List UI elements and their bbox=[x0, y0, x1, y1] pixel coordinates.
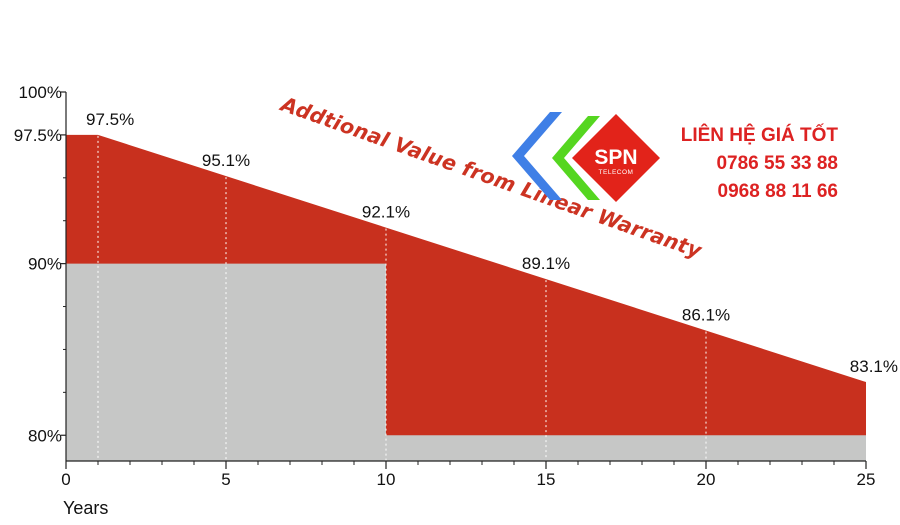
data-label-3: 89.1% bbox=[522, 254, 570, 273]
x-tick-label-3: 15 bbox=[537, 470, 556, 489]
data-label-0: 97.5% bbox=[86, 110, 134, 129]
logo-brand-text: SPN bbox=[594, 146, 637, 169]
spn-telecom-logo: SPN TELECOM bbox=[512, 112, 660, 202]
contact-block: LIÊN HỆ GIÁ TỐT 0786 55 33 88 0968 88 11… bbox=[681, 122, 838, 206]
y-tick-label-1: 97.5% bbox=[14, 126, 62, 145]
chart-axes bbox=[61, 91, 867, 469]
chart-data-labels: 97.5% 95.1% 92.1% 89.1% 86.1% 83.1% bbox=[86, 110, 898, 376]
x-tick-label-4: 20 bbox=[697, 470, 716, 489]
chart-tick-labels: 100% 97.5% 90% 80% 0 5 10 15 20 25 bbox=[14, 83, 876, 489]
x-tick-label-2: 10 bbox=[377, 470, 396, 489]
chart-guides bbox=[97, 135, 707, 461]
data-label-5: 83.1% bbox=[850, 357, 898, 376]
step-warranty-area-1 bbox=[386, 435, 866, 461]
x-tick-label-5: 25 bbox=[857, 470, 876, 489]
y-tick-label-3: 80% bbox=[28, 426, 62, 445]
y-tick-label-0: 100% bbox=[19, 83, 62, 102]
y-tick-label-2: 90% bbox=[28, 255, 62, 274]
logo-red-diamond bbox=[572, 114, 660, 202]
data-label-2: 92.1% bbox=[362, 203, 410, 222]
x-tick-label-1: 5 bbox=[221, 470, 230, 489]
contact-phone-2[interactable]: 0968 88 11 66 bbox=[717, 181, 838, 202]
contact-heading: LIÊN HỆ GIÁ TỐT bbox=[680, 125, 838, 146]
x-tick-label-0: 0 bbox=[61, 470, 70, 489]
logo-blue-chevron bbox=[512, 112, 562, 200]
data-label-4: 86.1% bbox=[682, 306, 730, 325]
contact-phone-1[interactable]: 0786 55 33 88 bbox=[716, 153, 838, 174]
data-label-1: 95.1% bbox=[202, 151, 250, 170]
logo-sub-text: TELECOM bbox=[599, 169, 634, 176]
x-axis-title: Years bbox=[63, 498, 108, 518]
logo-green-chevron bbox=[552, 116, 600, 200]
